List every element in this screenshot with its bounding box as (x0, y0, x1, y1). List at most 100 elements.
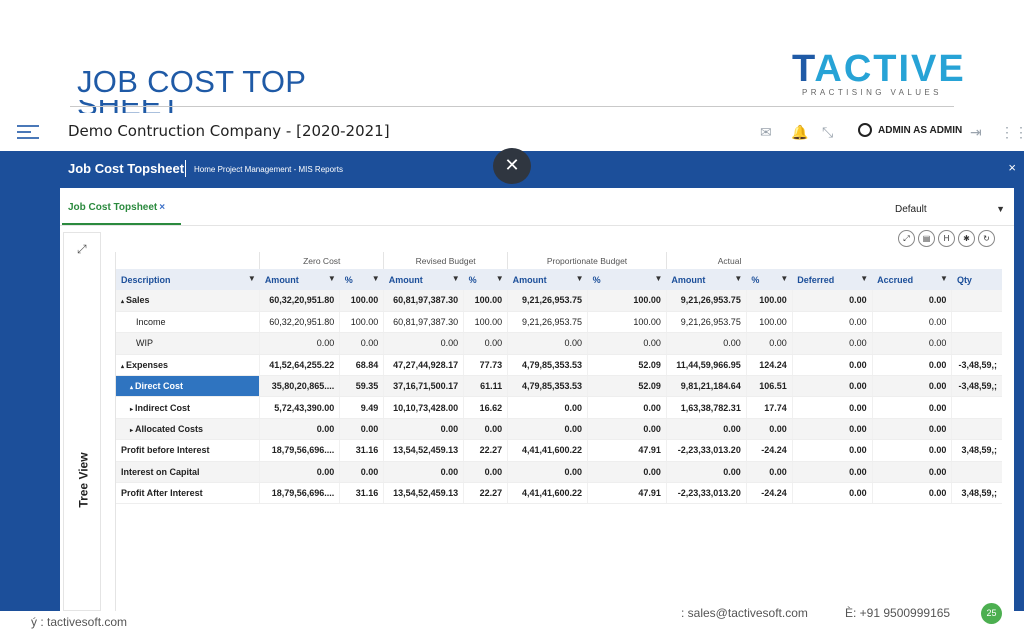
table-cell: 0.00 (665, 332, 747, 355)
apps-grid-icon[interactable]: ⋮⋮ (1000, 124, 1024, 140)
collapse-row-icon[interactable]: ▴ (130, 385, 134, 392)
filter-icon[interactable]: ▼ (371, 274, 380, 283)
menu-icon[interactable] (17, 125, 39, 139)
table-cell: 60,32,20,951.80 (259, 311, 340, 334)
filter-icon[interactable]: ▼ (780, 274, 789, 283)
logout-icon[interactable]: ⇥ (970, 124, 982, 140)
mail-icon[interactable]: ✉ (760, 124, 772, 140)
row-description: WIP (116, 332, 260, 355)
table-cell: 9.49 (339, 396, 384, 419)
table-cell: 0.00 (871, 375, 952, 398)
column-header[interactable]: Description ▼ (116, 269, 260, 290)
column-header[interactable]: Qty (951, 269, 1002, 290)
filter-icon[interactable]: ▼ (575, 274, 584, 283)
table-cell: 0.00 (791, 418, 873, 441)
table-row[interactable]: Profit After Interest 18,79,56,696.... 31.… (116, 482, 1002, 505)
column-header[interactable]: Accrued ▼ (872, 269, 952, 290)
filter-icon[interactable]: ▼ (940, 274, 948, 283)
table-row[interactable]: ▴ Direct Cost 35,80,20,865.... 59.35 37,16,7… (116, 375, 1002, 398)
user-name: ADMIN AS ADMIN (878, 124, 963, 136)
column-header[interactable]: % ▼ (746, 269, 793, 290)
table-cell: -3,48,59,; (951, 375, 1002, 398)
filter-icon[interactable]: ▼ (327, 274, 336, 283)
table-cell: 100.00 (339, 290, 384, 312)
h-icon[interactable]: H (938, 230, 955, 247)
column-header[interactable]: Amount ▼ (507, 269, 588, 290)
table-cell: -24.24 (745, 439, 793, 462)
filter-icon[interactable]: ▼ (247, 274, 256, 283)
logo-tagline: PRACTISING VALUES (802, 88, 942, 97)
expand-icon[interactable]: ⤢ (898, 230, 915, 247)
collapse-icon[interactable]: ⤡ (822, 124, 834, 140)
table-cell: 100.00 (587, 311, 667, 334)
column-header[interactable]: Amount ▼ (666, 269, 747, 290)
table-cell: 59.35 (339, 375, 384, 398)
slide-title: JOB COST TOP (77, 64, 307, 99)
bell-icon[interactable]: 🔔 (791, 124, 809, 140)
table-cell: 0.00 (871, 461, 952, 484)
table-cell: 100.00 (339, 311, 384, 334)
table-cell: 0.00 (871, 439, 952, 462)
tab-job-cost-topsheet[interactable]: Job Cost Topsheet × (68, 202, 165, 213)
table-cell: 0.00 (259, 461, 340, 484)
collapse-row-icon[interactable]: ▴ (121, 363, 125, 370)
refresh-icon[interactable]: ↻ (978, 230, 995, 247)
table-cell: 4,79,85,353.53 (507, 354, 588, 377)
table-cell: 52.09 (587, 375, 667, 398)
table-cell: 37,16,71,500.17 (383, 375, 464, 398)
column-header-label: Amount (512, 274, 547, 285)
column-header-label: % (592, 274, 601, 285)
company-name: Demo Contruction Company - [2020-2021] (68, 122, 390, 140)
table-row[interactable]: Profit before Interest 18,79,56,696.... 31… (116, 439, 1002, 462)
table-row[interactable]: Income 60,32,20,951.80 100.00 60,81,97,387.… (116, 311, 1002, 334)
table-cell: 1,63,38,782.31 (665, 396, 747, 419)
column-header[interactable]: % ▼ (587, 269, 667, 290)
column-header-label: Amount (388, 274, 423, 285)
table-cell: 10,10,73,428.00 (383, 396, 464, 419)
table-cell (951, 332, 1002, 355)
footer-website: ý : tactivesoft.com (31, 615, 128, 629)
table-cell: 47,27,44,928.17 (383, 354, 464, 377)
tab-close-icon[interactable]: × (159, 202, 166, 213)
filter-icon[interactable]: ▼ (451, 274, 460, 283)
table-row[interactable]: Interest on Capital 0.00 0.00 0.00 0.00 0.00 0… (116, 461, 1002, 484)
expand-row-icon[interactable]: ▸ (130, 406, 134, 413)
column-header[interactable]: Amount ▼ (383, 269, 464, 290)
table-row[interactable]: ▴ Sales 60,32,20,951.80 100.00 60,81,97,387.… (116, 290, 1002, 312)
column-header[interactable]: Deferred ▼ (792, 269, 873, 290)
table-cell: 9,21,26,953.75 (507, 311, 588, 334)
filter-icon[interactable]: ▼ (495, 274, 504, 283)
overlay-close-button[interactable]: ✕ (493, 148, 531, 184)
table-row[interactable]: WIP 0.00 0.00 0.00 0.00 0.00 0.00 0.00 0.00 0.00 0… (116, 332, 1002, 355)
table-cell: 106.51 (745, 375, 793, 398)
table-cell: 9,21,26,953.75 (665, 290, 747, 312)
tree-view-panel[interactable]: ⤢ Tree View (63, 232, 101, 611)
user-menu[interactable]: ADMIN AS ADMIN (858, 123, 962, 137)
filter-icon[interactable]: ▼ (860, 274, 869, 283)
filter-icon[interactable]: ▼ (654, 274, 663, 283)
tactive-logo: TACTIVE PRACTISING VALUES (792, 50, 964, 100)
table-row[interactable]: ▸ Allocated Costs 0.00 0.00 0.00 0.00 0.00 0.00… (116, 418, 1002, 441)
title-divider (70, 106, 954, 107)
table-row[interactable]: ▴ Expenses 41,52,64,255.22 68.84 47,27,44,92… (116, 354, 1002, 377)
collapse-row-icon[interactable]: ▴ (121, 299, 125, 306)
row-label: Profit After Interest (121, 488, 203, 499)
row-label: Allocated Costs (135, 424, 204, 435)
layout-select[interactable]: Default ▼ (895, 204, 1005, 215)
column-header[interactable]: Amount ▼ (259, 269, 340, 290)
pdf-icon[interactable]: ▤ (918, 230, 935, 247)
close-module-button[interactable]: × (1008, 160, 1016, 175)
tab-label: Job Cost Topsheet (68, 202, 158, 213)
filter-icon[interactable]: ▼ (734, 274, 743, 283)
column-header[interactable]: % ▼ (463, 269, 508, 290)
expand-icon[interactable]: ⤢ (77, 242, 87, 256)
table-cell: 4,41,41,600.22 (507, 482, 588, 505)
breadcrumb[interactable]: Home Project Management - MIS Reports (194, 165, 343, 174)
column-header-label: % (344, 274, 353, 285)
settings-icon[interactable]: ✱ (958, 230, 975, 247)
expand-row-icon[interactable]: ▸ (130, 428, 134, 435)
column-header-label: Accrued (877, 274, 914, 285)
active-tab-indicator (62, 223, 181, 225)
table-row[interactable]: ▸ Indirect Cost 5,72,43,390.00 9.49 10,10,73… (116, 396, 1002, 419)
column-header[interactable]: % ▼ (339, 269, 384, 290)
